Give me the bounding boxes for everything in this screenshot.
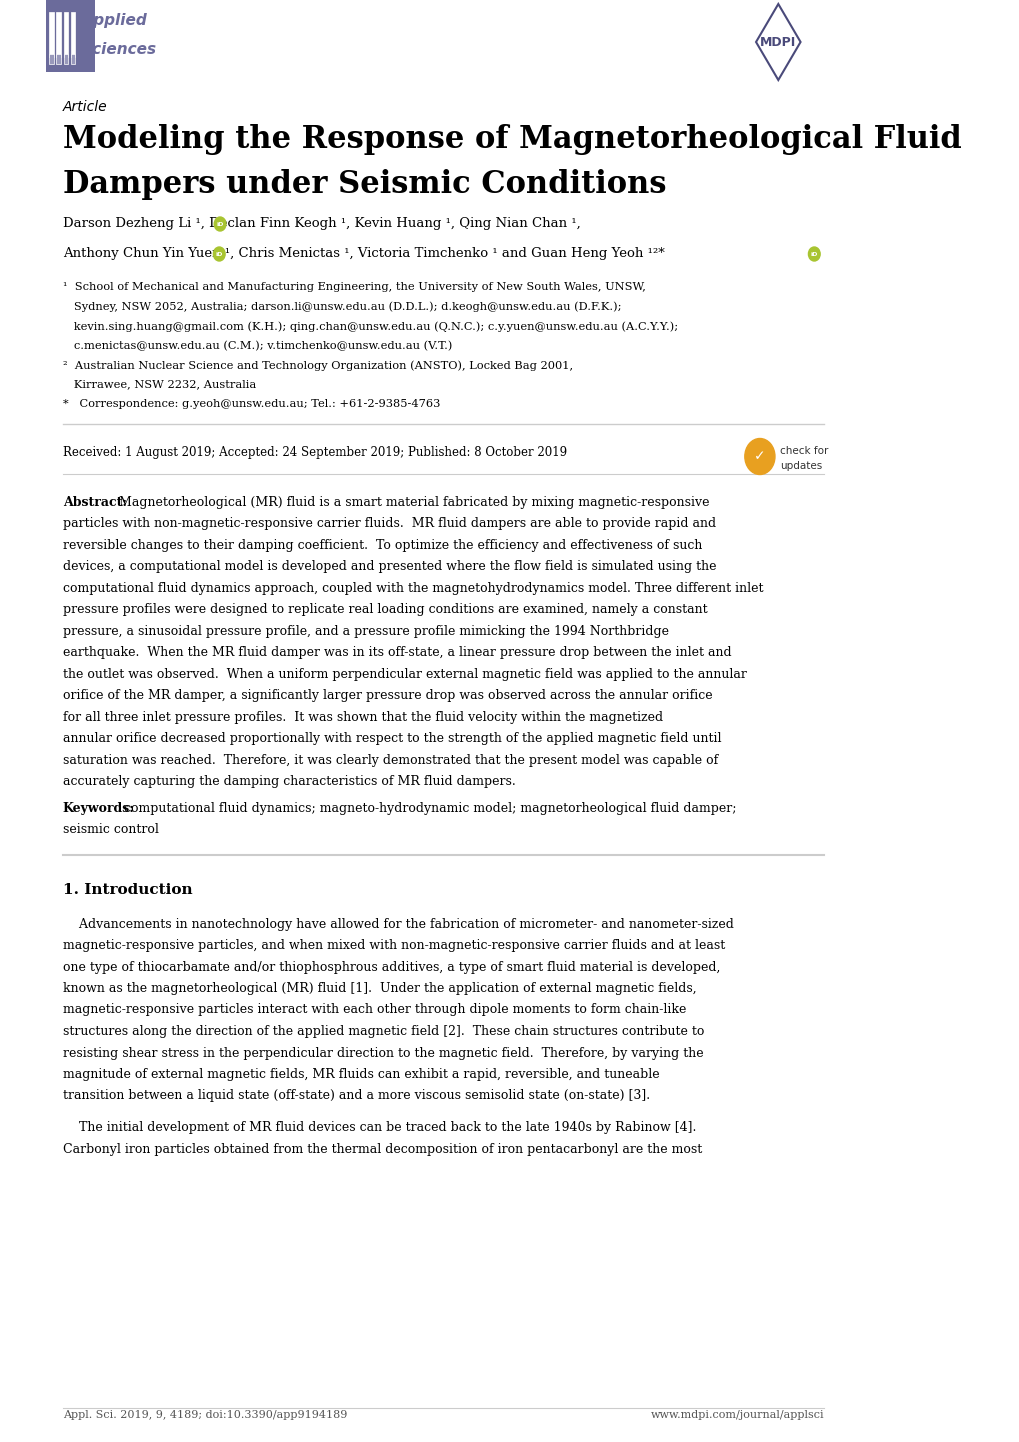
- Text: computational fluid dynamics approach, coupled with the magnetohydrodynamics mod: computational fluid dynamics approach, c…: [63, 581, 762, 594]
- Bar: [70, 12, 75, 58]
- Text: applied: applied: [84, 13, 148, 27]
- Text: the outlet was observed.  When a uniform perpendicular external magnetic field w: the outlet was observed. When a uniform …: [63, 668, 746, 681]
- Text: Darson Dezheng Li ¹, Declan Finn Keogh ¹, Kevin Huang ¹, Qing Nian Chan ¹,: Darson Dezheng Li ¹, Declan Finn Keogh ¹…: [63, 216, 580, 231]
- Bar: [56, 53, 61, 63]
- Text: updates: updates: [780, 460, 821, 470]
- Text: magnetic-responsive particles, and when mixed with non-magnetic-responsive carri: magnetic-responsive particles, and when …: [63, 939, 725, 952]
- Circle shape: [744, 438, 774, 474]
- Text: accurately capturing the damping characteristics of MR fluid dampers.: accurately capturing the damping charact…: [63, 774, 515, 787]
- Text: pressure profiles were designed to replicate real loading conditions are examine: pressure profiles were designed to repli…: [63, 603, 707, 616]
- Text: Appl. Sci. 2019, 9, 4189; doi:10.3390/app9194189: Appl. Sci. 2019, 9, 4189; doi:10.3390/ap…: [63, 1410, 346, 1420]
- Text: magnitude of external magnetic fields, MR fluids can exhibit a rapid, reversible: magnitude of external magnetic fields, M…: [63, 1069, 658, 1082]
- Text: *   Correspondence: g.yeoh@unsw.edu.au; Tel.: +61-2-9385-4763: * Correspondence: g.yeoh@unsw.edu.au; Te…: [63, 399, 440, 410]
- Text: computational fluid dynamics; magneto-hydrodynamic model; magnetorheological flu: computational fluid dynamics; magneto-hy…: [119, 802, 736, 815]
- Bar: [63, 12, 68, 58]
- Circle shape: [808, 247, 819, 261]
- Text: MDPI: MDPI: [759, 36, 796, 49]
- Bar: [70, 53, 75, 63]
- Text: for all three inlet pressure profiles.  It was shown that the fluid velocity wit: for all three inlet pressure profiles. I…: [63, 711, 662, 724]
- Text: devices, a computational model is developed and presented where the flow field i: devices, a computational model is develo…: [63, 559, 715, 572]
- Text: one type of thiocarbamate and/or thiophosphrous additives, a type of smart fluid: one type of thiocarbamate and/or thiopho…: [63, 960, 719, 973]
- Text: Received: 1 August 2019; Accepted: 24 September 2019; Published: 8 October 2019: Received: 1 August 2019; Accepted: 24 Se…: [63, 446, 567, 459]
- Text: pressure, a sinusoidal pressure profile, and a pressure profile mimicking the 19: pressure, a sinusoidal pressure profile,…: [63, 624, 668, 637]
- Text: Anthony Chun Yin Yuen ¹, Chris Menictas ¹, Victoria Timchenko ¹ and Guan Heng Ye: Anthony Chun Yin Yuen ¹, Chris Menictas …: [63, 247, 663, 260]
- Text: seismic control: seismic control: [63, 823, 159, 836]
- Text: reversible changes to their damping coefficient.  To optimize the efficiency and: reversible changes to their damping coef…: [63, 538, 701, 551]
- Text: Magnetorheological (MR) fluid is a smart material fabricated by mixing magnetic-: Magnetorheological (MR) fluid is a smart…: [115, 496, 709, 509]
- Text: particles with non-magnetic-responsive carrier fluids.  MR fluid dampers are abl: particles with non-magnetic-responsive c…: [63, 518, 715, 531]
- Circle shape: [214, 216, 226, 231]
- Text: transition between a liquid state (off-state) and a more viscous semisolid state: transition between a liquid state (off-s…: [63, 1090, 649, 1103]
- Text: annular orifice decreased proportionally with respect to the strength of the app: annular orifice decreased proportionally…: [63, 733, 720, 746]
- Text: c.menictas@unsw.edu.au (C.M.); v.timchenko@unsw.edu.au (V.T.): c.menictas@unsw.edu.au (C.M.); v.timchen…: [63, 340, 451, 350]
- Bar: [63, 53, 68, 63]
- Text: sciences: sciences: [84, 42, 157, 58]
- Bar: [49, 53, 54, 63]
- Text: resisting shear stress in the perpendicular direction to the magnetic field.  Th: resisting shear stress in the perpendicu…: [63, 1047, 703, 1060]
- FancyBboxPatch shape: [46, 0, 95, 72]
- Text: Dampers under Seismic Conditions: Dampers under Seismic Conditions: [63, 169, 665, 200]
- Text: iD: iD: [810, 251, 817, 257]
- Text: www.mdpi.com/journal/applsci: www.mdpi.com/journal/applsci: [650, 1410, 823, 1420]
- Text: Modeling the Response of Magnetorheological Fluid: Modeling the Response of Magnetorheologi…: [63, 124, 961, 154]
- Text: iD: iD: [216, 222, 223, 226]
- Text: kevin.sing.huang@gmail.com (K.H.); qing.chan@unsw.edu.au (Q.N.C.); c.y.yuen@unsw: kevin.sing.huang@gmail.com (K.H.); qing.…: [63, 322, 678, 332]
- Text: iD: iD: [215, 251, 223, 257]
- Text: Article: Article: [63, 99, 107, 114]
- Text: saturation was reached.  Therefore, it was clearly demonstrated that the present: saturation was reached. Therefore, it wa…: [63, 754, 717, 767]
- Text: orifice of the MR damper, a significantly larger pressure drop was observed acro: orifice of the MR damper, a significantl…: [63, 689, 711, 702]
- Text: ✓: ✓: [753, 450, 765, 463]
- Bar: [56, 12, 61, 58]
- Text: check for: check for: [780, 446, 827, 456]
- Text: Advancements in nanotechnology have allowed for the fabrication of micrometer- a: Advancements in nanotechnology have allo…: [63, 917, 733, 930]
- Text: known as the magnetorheological (MR) fluid [1].  Under the application of extern: known as the magnetorheological (MR) flu…: [63, 982, 696, 995]
- Text: earthquake.  When the MR fluid damper was in its off-state, a linear pressure dr: earthquake. When the MR fluid damper was…: [63, 646, 731, 659]
- Text: 1. Introduction: 1. Introduction: [63, 883, 193, 897]
- Text: Sydney, NSW 2052, Australia; darson.li@unsw.edu.au (D.D.L.); d.keogh@unsw.edu.au: Sydney, NSW 2052, Australia; darson.li@u…: [63, 301, 621, 311]
- Text: The initial development of MR fluid devices can be traced back to the late 1940s: The initial development of MR fluid devi…: [63, 1120, 695, 1133]
- Text: Kirrawee, NSW 2232, Australia: Kirrawee, NSW 2232, Australia: [63, 379, 256, 389]
- Text: Abstract:: Abstract:: [63, 496, 126, 509]
- Text: ²  Australian Nuclear Science and Technology Organization (ANSTO), Locked Bag 20: ² Australian Nuclear Science and Technol…: [63, 360, 573, 371]
- Text: structures along the direction of the applied magnetic field [2].  These chain s: structures along the direction of the ap…: [63, 1025, 703, 1038]
- Text: magnetic-responsive particles interact with each other through dipole moments to: magnetic-responsive particles interact w…: [63, 1004, 686, 1017]
- Text: Carbonyl iron particles obtained from the thermal decomposition of iron pentacar: Carbonyl iron particles obtained from th…: [63, 1142, 701, 1155]
- Bar: [49, 12, 54, 58]
- Text: ¹  School of Mechanical and Manufacturing Engineering, the University of New Sou: ¹ School of Mechanical and Manufacturing…: [63, 283, 645, 291]
- Text: Keywords:: Keywords:: [63, 802, 135, 815]
- Circle shape: [213, 247, 225, 261]
